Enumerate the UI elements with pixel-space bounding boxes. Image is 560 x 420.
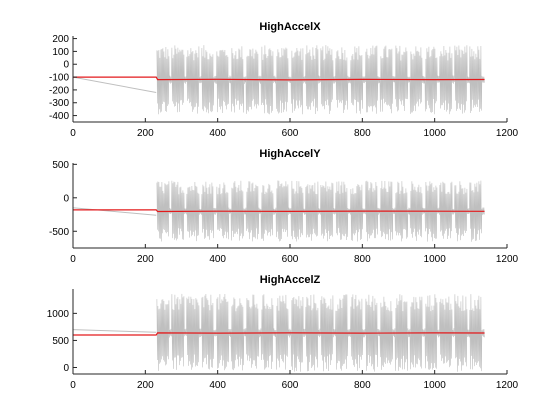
x-tick-label: 600 xyxy=(282,254,299,265)
x-tick-label: 400 xyxy=(209,128,226,139)
subplot-highaccely: 0 200 400 600 800 1000 1200 -500 0 500 HighAccelY xyxy=(49,148,519,265)
x-tick-label: 1000 xyxy=(424,128,447,139)
x-tick-label: 600 xyxy=(282,380,299,391)
x-tick-label: 1200 xyxy=(496,380,519,391)
y-tick-label: 0 xyxy=(63,363,69,374)
x-tick-label: 0 xyxy=(70,254,76,265)
x-tick-label: 1200 xyxy=(496,254,519,265)
x-tick-label: 800 xyxy=(354,380,371,391)
y-tick-label: -500 xyxy=(49,227,69,238)
y-tick-label: -100 xyxy=(49,73,69,84)
chart-title: HighAccelZ xyxy=(260,274,321,286)
y-tick-label: 500 xyxy=(52,160,69,171)
y-tick-label: 0 xyxy=(63,193,69,204)
x-tick-label: 1000 xyxy=(424,254,447,265)
y-tick-label: 1000 xyxy=(47,309,70,320)
chart-title: HighAccelY xyxy=(259,148,321,160)
y-tick-label: 200 xyxy=(52,34,69,45)
y-tick-label: 500 xyxy=(52,336,69,347)
subplot-highaccelx: 0 200 400 600 800 1000 1200 -400 -300 -200-100 0 10… xyxy=(49,21,519,139)
x-tick-label: 0 xyxy=(70,128,76,139)
y-tick-label: 100 xyxy=(52,47,69,58)
x-tick-label: 200 xyxy=(137,128,154,139)
x-tick-label: 400 xyxy=(209,254,226,265)
x-tick-label: 400 xyxy=(209,380,226,391)
x-tick-label: 800 xyxy=(354,254,371,265)
chart-title: HighAccelX xyxy=(259,21,321,33)
y-tick-label: -200 xyxy=(49,85,69,96)
subplot-highaccelz: 0 200 400 600 800 1000 1200 0 500 1000 HighAccelZ xyxy=(47,274,519,391)
y-tick-label: -300 xyxy=(49,98,69,109)
x-tick-label: 0 xyxy=(70,380,76,391)
y-tick-label: -400 xyxy=(49,111,69,122)
x-tick-label: 1200 xyxy=(496,128,519,139)
y-tick-label: 0 xyxy=(63,60,69,71)
x-tick-label: 600 xyxy=(282,128,299,139)
x-tick-label: 200 xyxy=(137,380,154,391)
x-tick-label: 200 xyxy=(137,254,154,265)
x-tick-label: 800 xyxy=(354,128,371,139)
x-tick-label: 1000 xyxy=(424,380,447,391)
